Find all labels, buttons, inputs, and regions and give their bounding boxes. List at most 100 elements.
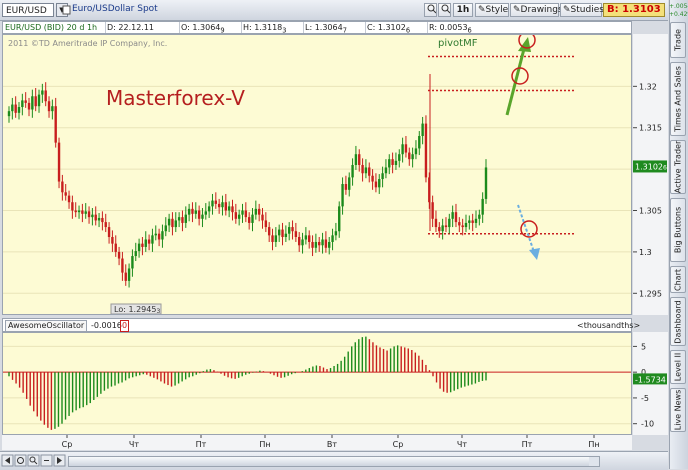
side-tab-trade[interactable]: Trade [670, 22, 686, 58]
scroll-right-icon[interactable] [53, 454, 66, 467]
current-price-label: 1.31026 [635, 162, 667, 171]
open-sup: 9 [220, 26, 225, 35]
candle-body [418, 136, 421, 149]
candle-body [267, 227, 271, 236]
oscillator-name[interactable]: AwesomeOscillator [5, 320, 88, 332]
candle-body [291, 227, 294, 232]
side-tab-big-buttons[interactable]: Big Buttons [670, 198, 686, 262]
time-axis-ticks: Ср Чт Пт Пн Вт Ср Чт Пт Пн [62, 435, 600, 449]
candle-body [57, 142, 61, 182]
side-tab-label: Level II [673, 352, 683, 382]
drawings-button[interactable]: ✎Drawings [510, 3, 563, 17]
side-tab-label: Big Buttons [673, 206, 683, 254]
scroll-left-icon[interactable] [1, 454, 14, 467]
down-arrow-icon [529, 248, 540, 260]
oscillator-tick-label: 0 [641, 368, 646, 377]
down-arrow-shaft [517, 204, 536, 256]
symbol-input[interactable]: EUR/USD [2, 3, 54, 17]
candle-body [64, 192, 67, 196]
candle-body [468, 220, 471, 223]
candle-body [127, 268, 131, 281]
oscillator-units: <thousandths> [577, 321, 641, 330]
candle-body [444, 225, 448, 228]
time-axis-svg: Ср Чт Пт Пн Вт Ср Чт Пт Пн [62, 435, 600, 449]
candle-body [84, 211, 87, 214]
side-tab-dashboard[interactable]: Dashboard [670, 297, 686, 346]
circle-marker-mid [511, 67, 529, 85]
time-axis: Ср Чт Пт Пн Вт Ср Чт Пт Пн [2, 435, 632, 450]
candle-body [161, 231, 164, 240]
low-text: L: 1.3064 [305, 23, 343, 32]
oscillator-panel[interactable] [2, 332, 632, 435]
candle-body [194, 210, 197, 214]
candle-body [221, 202, 224, 208]
candle-body [354, 154, 358, 165]
candle-body [214, 200, 218, 204]
side-tab-label: Times And Sales [673, 66, 683, 132]
candle-body [27, 102, 31, 110]
bottom-toolbar [0, 451, 668, 470]
high-value: H: 1.31183 [241, 22, 304, 35]
zoom-tool-icon[interactable] [27, 454, 40, 467]
side-tab-label: Trade [673, 29, 683, 51]
candle-body [21, 100, 24, 108]
side-tab-chart[interactable]: Chart [670, 266, 686, 293]
oscillator-gridlines [3, 345, 631, 425]
style-button[interactable]: ✎Style [475, 3, 509, 17]
top-toolbar: EUR/USD ▼ Euro/USDollar Spot 1h ✎Style ✎… [0, 0, 668, 21]
price-chart-panel[interactable]: 2011 ©TD Ameritrade IP Company, Inc. Mas… [2, 34, 632, 315]
range-text: R: 0.0053 [429, 23, 468, 32]
candle-body [34, 96, 37, 107]
time-tick-label: Чт [129, 440, 139, 449]
side-tab-active-trader[interactable]: Active Trader [670, 140, 686, 194]
candle-body [121, 258, 124, 273]
candle-body [91, 214, 94, 218]
candle-body [171, 218, 174, 228]
candle-body [181, 217, 184, 223]
side-tab-live-news[interactable]: Live News [670, 388, 686, 432]
candle-body [44, 90, 47, 102]
oscillator-current-box [633, 373, 667, 385]
candle-body [451, 212, 454, 219]
candle-body [217, 203, 221, 208]
price-chart[interactable]: 2011 ©TD Ameritrade IP Company, Inc. Mas… [3, 35, 631, 314]
candle-body [231, 206, 234, 213]
candle-body [197, 210, 201, 219]
candle-body [264, 220, 268, 228]
candle-body [448, 218, 451, 228]
open-value: O: 1.30649 [179, 22, 242, 35]
oscillator-tick-label: 5 [641, 342, 646, 351]
side-tab-label: Dashboard [673, 299, 683, 344]
hand-tool-icon[interactable] [14, 454, 27, 467]
candle-body [381, 173, 384, 180]
candle-body [398, 154, 401, 161]
chart-title: EUR/USD (BID) 20 d 1h [3, 22, 106, 33]
candle-body [391, 159, 394, 165]
close-sup: 6 [405, 26, 411, 35]
zoom-out-icon[interactable] [424, 3, 437, 17]
change-value: +.00542 [669, 3, 688, 10]
candle-body [441, 225, 444, 232]
candle-body [364, 167, 368, 174]
low-label-box [110, 303, 162, 314]
candle-body [74, 210, 77, 213]
candle-body [177, 217, 181, 221]
candle-body [234, 212, 238, 219]
period-button[interactable]: 1h [453, 3, 473, 17]
studies-button[interactable]: ✎Studies [560, 3, 604, 17]
side-tab-times-and-sales[interactable]: Times And Sales [670, 62, 686, 136]
horizontal-scrollbar[interactable] [68, 456, 600, 467]
price-tick-label: 1.315 [639, 124, 662, 133]
zoom-out-small-icon[interactable] [40, 454, 53, 467]
link-icon [62, 5, 71, 18]
scrollbar-thumb[interactable] [69, 457, 589, 466]
candle-body [294, 231, 298, 238]
candle-body [371, 175, 374, 182]
candle-body [124, 272, 127, 281]
side-tab-level-ii[interactable]: Level II [670, 350, 686, 384]
zoom-in-icon[interactable] [438, 3, 451, 17]
oscillator-chart[interactable] [3, 333, 631, 434]
